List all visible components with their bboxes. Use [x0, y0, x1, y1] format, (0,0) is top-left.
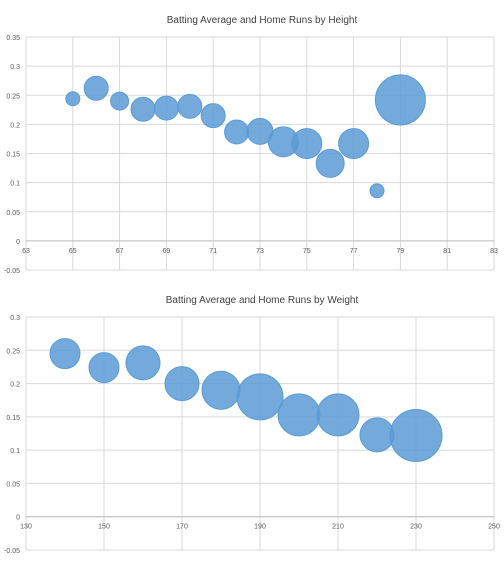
bubble: [201, 370, 241, 410]
x-tick-label: 210: [332, 524, 344, 531]
x-tick-label: 67: [116, 248, 124, 255]
x-tick-label: 230: [410, 524, 422, 531]
y-tick-label: 0.1: [10, 181, 20, 188]
bubble: [338, 128, 370, 160]
y-tick-label: -0.05: [4, 268, 20, 275]
y-tick-label: 0.3: [10, 64, 20, 71]
bubble: [374, 74, 426, 126]
bubble: [369, 183, 385, 199]
bubble: [125, 345, 161, 381]
y-tick-label: 0.05: [6, 481, 20, 488]
y-tick-label: 0.35: [6, 35, 20, 42]
y-tick-label: 0.25: [6, 348, 20, 355]
chart-panel-weight: Batting Average and Home Runs by Weight …: [0, 280, 504, 560]
bubble: [200, 103, 226, 129]
y-tick-label: -0.05: [4, 548, 20, 555]
x-tick-label: 73: [256, 248, 264, 255]
x-tick-label: 75: [303, 248, 311, 255]
x-tick-label: 83: [490, 248, 498, 255]
y-tick-label: 0.2: [10, 122, 20, 129]
y-tick-label: 0.1: [10, 448, 20, 455]
bubble: [389, 408, 443, 462]
bubble: [83, 75, 109, 101]
y-tick-label: 0.3: [10, 315, 20, 322]
bubble: [153, 95, 179, 121]
bubble: [88, 352, 120, 384]
bubble: [315, 148, 345, 178]
y-tick-label: 0.05: [6, 210, 20, 217]
y-tick-label: 0.2: [10, 382, 20, 389]
x-tick-label: 79: [397, 248, 405, 255]
bubble: [291, 128, 323, 160]
x-tick-label: 150: [98, 524, 110, 531]
x-tick-label: 130: [20, 524, 32, 531]
chart-title: Batting Average and Home Runs by Weight: [166, 295, 359, 306]
x-tick-label: 190: [254, 524, 266, 531]
x-tick-label: 77: [350, 248, 358, 255]
bubble: [164, 366, 200, 402]
x-tick-label: 250: [488, 524, 500, 531]
x-tick-label: 81: [443, 248, 451, 255]
bubble: [65, 91, 81, 107]
bubble: [236, 373, 284, 421]
y-tick-label: 0: [16, 239, 20, 246]
y-tick-label: 0.25: [6, 93, 20, 100]
bubble: [49, 338, 81, 370]
bubble: [110, 91, 130, 111]
y-tick-label: 0.15: [6, 152, 20, 159]
bubble: [316, 393, 360, 437]
weight-bubble-chart: Batting Average and Home Runs by Weight …: [4, 295, 500, 555]
y-tick-label: 0.15: [6, 415, 20, 422]
bubble: [177, 93, 203, 119]
x-tick-label: 69: [163, 248, 171, 255]
chart-panel-height: Batting Average and Home Runs by Height …: [0, 0, 504, 280]
x-tick-label: 65: [69, 248, 77, 255]
bubble: [277, 393, 321, 437]
x-tick-label: 170: [176, 524, 188, 531]
chart-title: Batting Average and Home Runs by Height: [167, 15, 358, 26]
x-tick-label: 63: [22, 248, 30, 255]
bubble: [130, 96, 156, 122]
x-tick-label: 71: [209, 248, 217, 255]
bubble: [224, 119, 250, 145]
y-tick-label: 0: [16, 515, 20, 522]
height-bubble-chart: Batting Average and Home Runs by Height …: [4, 15, 498, 275]
bubble: [359, 417, 395, 453]
